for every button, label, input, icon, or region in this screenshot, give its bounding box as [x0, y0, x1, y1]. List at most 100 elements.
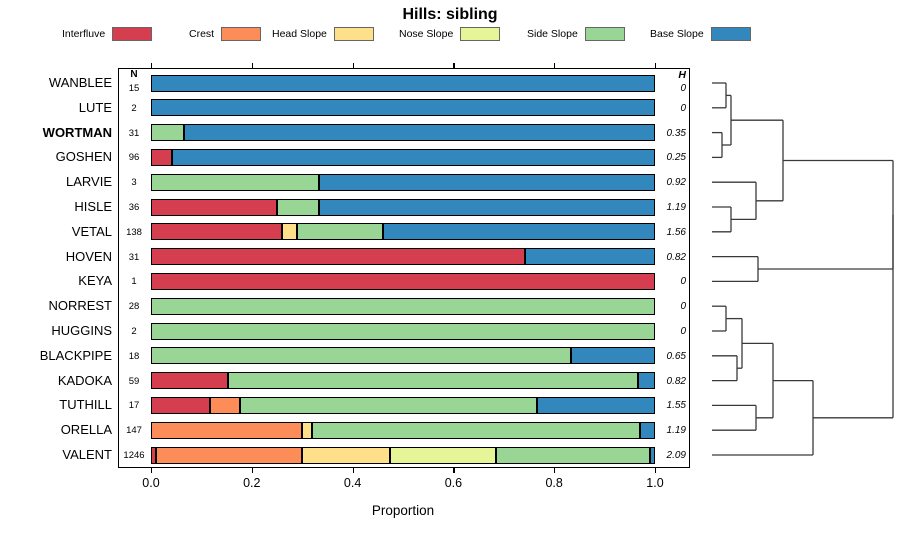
n-value: 1246	[123, 450, 145, 461]
legend-swatch-side-slope	[584, 27, 625, 41]
bar-segment-side-slope	[277, 198, 319, 216]
bar-segment-nose-slope	[390, 446, 497, 464]
h-value: 0	[680, 276, 686, 288]
n-value: 15	[128, 83, 140, 94]
x-axis-tick-label: 0.6	[444, 476, 463, 490]
bar-segment-base-slope	[570, 347, 655, 365]
bar-segment-interfluve	[151, 248, 525, 266]
bar-segment-side-slope	[151, 173, 319, 191]
stacked-bar-blackpipe	[151, 347, 655, 365]
row-label-valent: VALENT	[62, 447, 112, 462]
legend-item-side-slope: Side Slope	[527, 26, 625, 42]
bar-segment-base-slope	[183, 124, 655, 142]
row-label-wanblee: WANBLEE	[48, 75, 112, 90]
x-axis-tick-bottom	[453, 468, 455, 473]
bar-segment-base-slope	[318, 173, 655, 191]
bar-segment-head-slope	[282, 223, 298, 241]
legend-swatch-crest	[221, 27, 262, 41]
bar-segment-base-slope	[151, 74, 655, 92]
n-value: 36	[128, 202, 140, 213]
h-value: 0.92	[666, 177, 686, 189]
stacked-bar-huggins	[151, 322, 655, 340]
n-value: 147	[126, 425, 142, 437]
bar-segment-base-slope	[637, 372, 655, 390]
row-label-vetal: VETAL	[71, 223, 112, 239]
legend-swatch-interfluve	[112, 27, 153, 41]
legend-item-head-slope: Head Slope	[272, 26, 374, 42]
stacked-bar-lute	[151, 99, 655, 117]
n-value: 1	[131, 276, 137, 288]
legend-label: Crest	[189, 28, 215, 40]
bar-segment-interfluve	[151, 148, 173, 166]
x-axis-tick-top	[453, 63, 455, 68]
stacked-bar-hisle	[151, 198, 655, 216]
legend-swatch-nose-slope	[460, 27, 501, 41]
x-axis-tick-bottom	[352, 468, 354, 473]
x-axis-tick-label: 0.0	[142, 476, 160, 490]
h-value: 1.19	[666, 425, 686, 437]
row-label-hoven: HOVEN	[65, 248, 112, 264]
stacked-bar-goshen	[151, 148, 655, 166]
n-value: 17	[128, 400, 140, 412]
h-value: 0	[680, 102, 686, 114]
h-value: 0	[680, 83, 686, 94]
row-label-orella: ORELLA	[60, 422, 112, 438]
h-value: 1.55	[666, 400, 686, 412]
x-axis-tick-top	[352, 63, 354, 68]
bar-segment-crest	[210, 396, 241, 414]
n-value: 3	[131, 177, 137, 189]
row-label-blackpipe: BLACKPIPE	[39, 347, 112, 363]
n-value: 138	[126, 226, 142, 238]
stacked-bar-norrest	[151, 297, 655, 315]
row-label-goshen: GOSHEN	[55, 149, 112, 165]
legend-item-nose-slope: Nose Slope	[399, 26, 501, 42]
legend-label: Interfluve	[62, 28, 106, 40]
x-axis-tick-bottom	[151, 468, 153, 473]
x-axis-tick-top	[554, 63, 556, 68]
row-label-lute: LUTE	[78, 99, 112, 115]
n-value: 18	[128, 350, 140, 362]
stacked-bar-kadoka	[151, 372, 655, 390]
legend-swatch-base-slope	[710, 27, 751, 41]
bar-segment-side-slope	[240, 396, 537, 414]
stacked-bar-keya	[151, 272, 655, 290]
row-label-tuthill: TUTHILL	[59, 397, 112, 413]
bar-segment-interfluve	[151, 223, 283, 241]
bar-segment-side-slope	[151, 124, 184, 142]
row-label-keya: KEYA	[78, 273, 112, 289]
stacked-bar-wanblee	[151, 74, 655, 92]
x-axis-tick-bottom	[251, 468, 253, 473]
bar-segment-interfluve	[151, 446, 157, 464]
x-axis-tick-top	[655, 63, 657, 68]
legend-label: Side Slope	[527, 28, 578, 40]
stacked-bar-larvie	[151, 173, 655, 191]
bar-segment-head-slope	[302, 446, 391, 464]
h-value: 0.35	[666, 127, 686, 139]
bar-segment-side-slope	[151, 347, 571, 365]
bar-segment-side-slope	[496, 446, 650, 464]
legend-label: Nose Slope	[399, 28, 454, 40]
row-label-norrest: NORREST	[48, 298, 112, 314]
legend-swatch-head-slope	[333, 27, 374, 41]
stacked-bar-orella	[151, 421, 655, 439]
legend-label: Base Slope	[650, 28, 704, 40]
bar-segment-base-slope	[151, 99, 655, 117]
n-value: 59	[128, 375, 140, 387]
bar-segment-base-slope	[639, 421, 655, 439]
x-axis-tick-label: 0.8	[545, 476, 563, 490]
bar-segment-base-slope	[524, 248, 655, 266]
row-label-larvie: LARVIE	[65, 174, 112, 190]
x-axis-tick-label: 1.0	[646, 476, 664, 490]
stacked-bar-hoven	[151, 248, 655, 266]
bar-segment-side-slope	[297, 223, 383, 241]
h-column-header: H	[678, 69, 686, 81]
h-value: 0.25	[666, 152, 686, 164]
h-value: 1.19	[666, 202, 686, 213]
bar-segment-interfluve	[151, 272, 655, 290]
x-axis-tick-label: 0.4	[343, 476, 362, 490]
h-value: 0.65	[666, 350, 686, 362]
bar-segment-crest	[156, 446, 303, 464]
n-column-header: N	[130, 69, 138, 80]
bar-segment-side-slope	[151, 297, 655, 315]
